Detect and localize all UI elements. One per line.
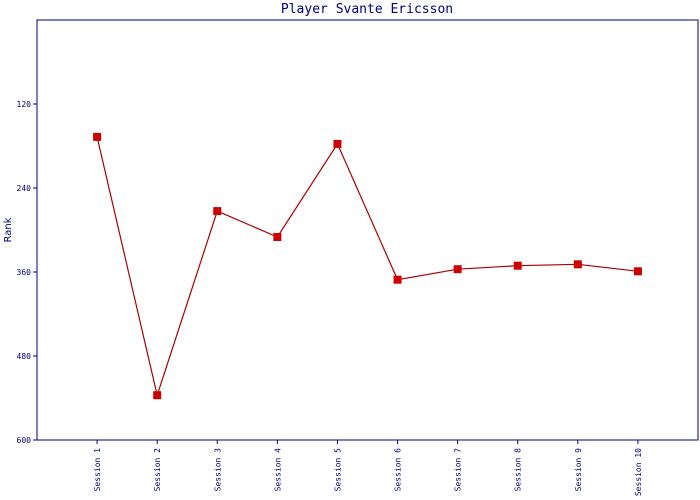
point-marker xyxy=(153,391,162,400)
x-tick-label: Session 9 xyxy=(574,448,583,492)
x-tick-label: Session 4 xyxy=(273,448,282,492)
y-tick-label: 480 xyxy=(17,352,32,361)
point-marker xyxy=(93,132,102,141)
x-tick-label: Session 3 xyxy=(213,448,222,492)
point-marker xyxy=(573,260,582,269)
y-axis-label: Rank xyxy=(3,217,14,242)
series-line xyxy=(96,136,638,398)
point-marker xyxy=(393,275,402,284)
y-tick-label: 120 xyxy=(17,100,32,109)
point-marker xyxy=(213,207,222,216)
x-tick-label: Session 10 xyxy=(634,448,643,496)
x-tick-label: Session 7 xyxy=(454,448,463,492)
point-marker xyxy=(273,233,282,241)
point-marker xyxy=(513,261,522,270)
x-tick-label: Session 8 xyxy=(514,448,523,492)
y-tick-label: 360 xyxy=(17,268,32,277)
chart-title: Player Svante Ericsson xyxy=(281,2,453,17)
plot-frame xyxy=(36,19,699,441)
point-marker xyxy=(333,139,342,148)
x-tick-label: Session 1 xyxy=(93,448,102,492)
x-tick-label: Session 6 xyxy=(394,448,403,492)
point-marker xyxy=(633,267,642,276)
point-marker xyxy=(453,265,462,274)
x-tick-label: Session 2 xyxy=(153,448,162,492)
y-tick-label: 600 xyxy=(17,436,32,445)
y-tick-label: 240 xyxy=(17,184,32,193)
x-tick-label: Session 5 xyxy=(333,448,342,492)
